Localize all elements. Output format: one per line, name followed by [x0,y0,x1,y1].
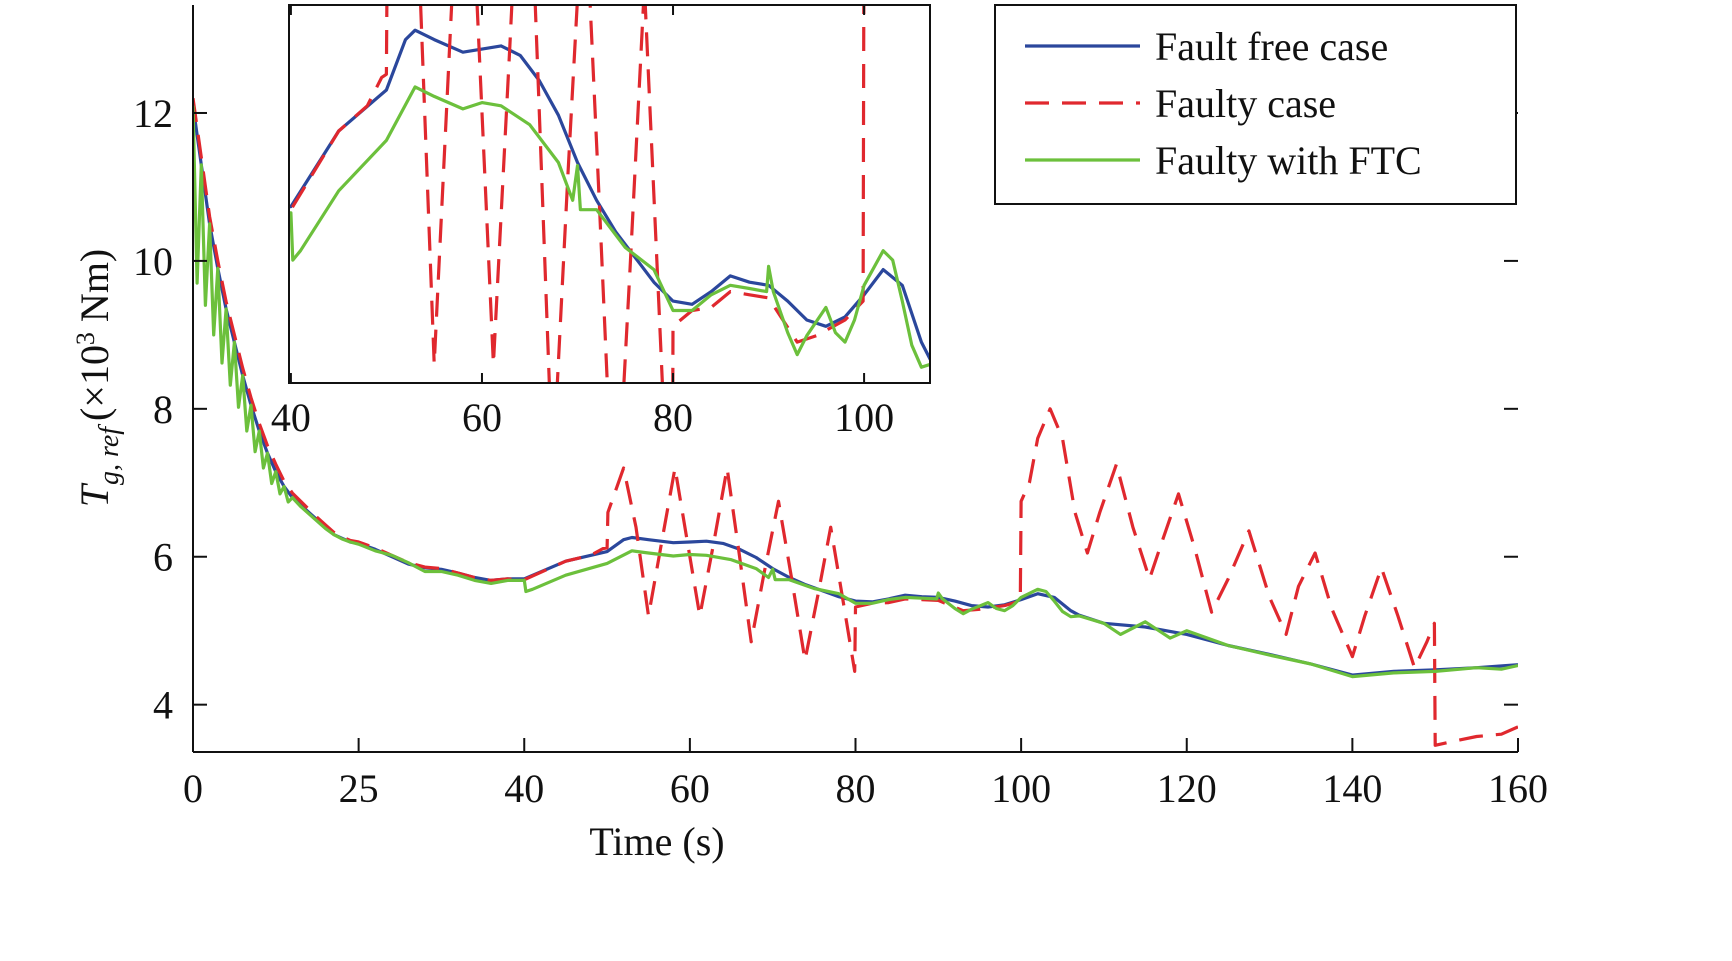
y-label-symbol: T [72,482,117,507]
y-axis-label: Tg, ref(×103 Nm) [71,249,125,508]
inset: 40 60 80 100 [271,4,931,440]
data-line [289,28,930,363]
inset-x-tick-label: 60 [462,395,502,440]
y-tick-label: 10 [133,239,173,284]
data-line [193,105,1518,679]
x-tick-label: 160 [1488,766,1548,811]
inset-x-tick-label: 40 [271,395,311,440]
x-tick-label: 140 [1322,766,1382,811]
y-tick-label: 4 [153,683,173,728]
legend-label: Faulty case [1155,81,1336,126]
inset-frame [288,4,931,384]
y-label-unit-end: Nm) [72,249,117,332]
x-tick-label: 40 [504,766,544,811]
inset-x-tick-label: 100 [834,395,894,440]
x-axis-label: Time (s) [589,819,724,864]
plot-area [193,97,1518,747]
data-line [289,5,866,383]
y-tick-label: 8 [153,387,173,432]
inset-x-tick-label: 80 [653,395,693,440]
x-tick-label: 100 [991,766,1051,811]
data-line [289,85,930,369]
inset-plot-area [289,5,930,383]
x-tick-label: 60 [670,766,710,811]
x-tick-label: 25 [339,766,379,811]
legend-label: Faulty with FTC [1155,138,1422,183]
y-label-unit: (×10 [72,345,117,421]
x-tick-label: 0 [183,766,203,811]
y-label-subscript: g, ref [94,424,125,485]
legend: Fault free case Faulty case Faulty with FT… [994,4,1517,205]
x-tick-label: 80 [836,766,876,811]
x-tick-label: 120 [1157,766,1217,811]
y-tick-label: 6 [153,535,173,580]
y-tick-label: 12 [133,91,173,136]
y-label-exponent: 3 [71,332,100,345]
legend-label: Fault free case [1155,24,1388,69]
